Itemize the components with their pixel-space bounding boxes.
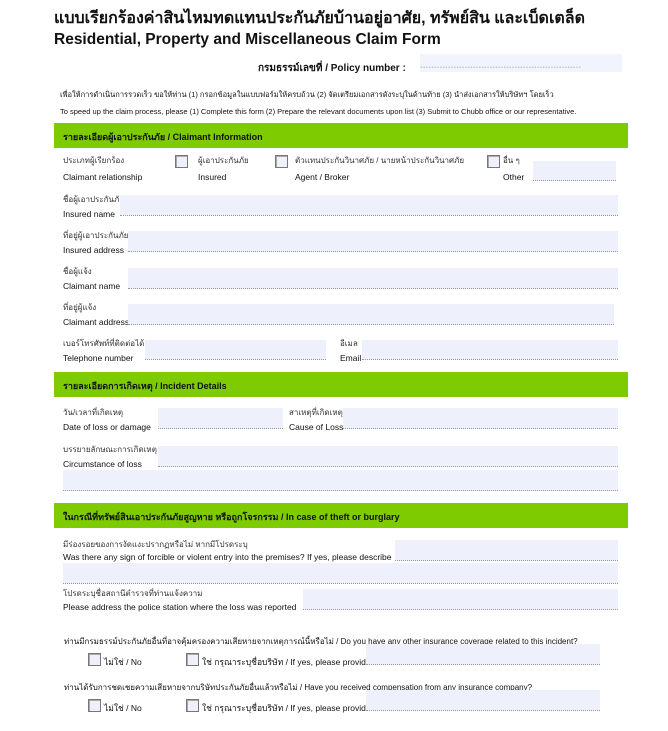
compensation-no-checkbox[interactable] — [88, 699, 101, 712]
email-label: Email — [340, 353, 362, 363]
date-of-loss-field[interactable] — [158, 408, 283, 429]
section-header-theft: ในกรณีที่ทรัพย์สินเอาประกันภัยสูญหาย หรื… — [54, 503, 628, 528]
entry-field[interactable] — [395, 540, 618, 561]
claimant-address-label: Claimant address — [63, 317, 130, 327]
option-other: Other — [503, 172, 525, 182]
police-label: Please address the police station where … — [63, 602, 297, 612]
email-label-th: อีเมล — [340, 339, 358, 348]
circumstance-label-th: บรรยายลักษณะการเกิดเหตุ — [63, 445, 157, 454]
other-insurance-company-field[interactable] — [366, 644, 600, 665]
email-field[interactable] — [362, 340, 618, 360]
relationship-label: Claimant relationship — [63, 172, 143, 182]
other-insurance-yes-checkbox[interactable] — [186, 653, 199, 666]
insured-name-label-th: ชื่อผู้เอาประกันภัย — [63, 195, 124, 204]
other-insurance-no-label: ไม่ใช่ / No — [104, 657, 142, 667]
compensation-question: ท่านได้รับการชดเชยความเสียหายจากบริษัทปร… — [64, 683, 533, 692]
other-insurance-yes-label: ใช่ กรุณาระบุชื่อบริษัท / If yes, please… — [202, 657, 371, 667]
entry-field-2[interactable] — [63, 563, 618, 584]
checkbox-other[interactable] — [487, 155, 500, 168]
circumstance-field-2[interactable] — [63, 470, 618, 491]
insured-address-label-th: ที่อยู่ผู้เอาประกันภัย — [63, 231, 129, 240]
entry-label: Was there any sign of forcible or violen… — [63, 552, 392, 562]
relationship-label-th: ประเภทผู้เรียกร้อง — [63, 156, 125, 165]
other-field[interactable] — [533, 161, 616, 181]
date-label-th: วัน/เวลาที่เกิดเหตุ — [63, 408, 124, 417]
policy-number-field[interactable] — [420, 54, 622, 72]
circumstance-field[interactable] — [158, 446, 618, 467]
insured-address-field[interactable] — [128, 231, 618, 252]
compensation-no-label: ไม่ใช่ / No — [104, 703, 142, 713]
date-label: Date of loss or damage — [63, 422, 151, 432]
cause-label: Cause of Loss — [289, 422, 344, 432]
police-label-th: โปรดระบุชื่อสถานีตำรวจที่ท่านแจ้งความ — [63, 589, 203, 598]
other-insurance-no-checkbox[interactable] — [88, 653, 101, 666]
title-thai: แบบเรียกร้องค่าสินไหมทดแทนประกันภัยบ้านอ… — [54, 10, 585, 27]
option-insured-th: ผู้เอาประกันภัย — [198, 156, 249, 165]
checkbox-agent-broker[interactable] — [275, 155, 288, 168]
other-insurance-question: ท่านมีกรมธรรม์ประกันภัยอื่นที่อาจคุ้มครอ… — [64, 637, 578, 646]
section-header-incident: รายละเอียดการเกิดเหตุ / Incident Details — [54, 372, 628, 397]
claimant-name-field[interactable] — [128, 268, 618, 289]
compensation-company-field[interactable] — [366, 690, 600, 711]
insured-address-label: Insured address — [63, 245, 124, 255]
entry-label-th: มีร่องรอยของการงัดแงะปรากฏหรือไม่ หากมีโ… — [63, 540, 248, 549]
policy-number-label: กรมธรรม์เลขที่ / Policy number : — [258, 63, 406, 74]
cause-of-loss-field[interactable] — [343, 408, 618, 429]
cause-label-th: สาเหตุที่เกิดเหตุ — [289, 408, 343, 417]
telephone-label-th: เบอร์โทรศัพท์ที่ติดต่อได้ — [63, 339, 145, 348]
title-english: Residential, Property and Miscellaneous … — [54, 31, 441, 48]
compensation-yes-label: ใช่ กรุณาระบุชื่อบริษัท / If yes, please… — [202, 703, 371, 713]
option-other-th: อื่น ๆ — [503, 156, 520, 165]
claimant-name-label: Claimant name — [63, 281, 121, 291]
telephone-label: Telephone number — [63, 353, 134, 363]
option-agent: Agent / Broker — [295, 172, 350, 182]
checkbox-insured[interactable] — [175, 155, 188, 168]
insured-name-label: Insured name — [63, 209, 115, 219]
claimant-name-label-th: ชื่อผู้แจ้ง — [63, 267, 92, 276]
option-insured: Insured — [198, 172, 227, 182]
insured-name-field[interactable] — [120, 195, 618, 216]
compensation-yes-checkbox[interactable] — [186, 699, 199, 712]
section-header-claimant: รายละเอียดผู้เอาประกันภัย / Claimant Inf… — [54, 123, 628, 148]
intro-thai: เพื่อให้การดำเนินการรวดเร็ว ขอให้ท่าน (1… — [60, 90, 554, 99]
intro-english: To speed up the claim process, please (1… — [60, 107, 577, 116]
claimant-address-label-th: ที่อยู่ผู้แจ้ง — [63, 303, 97, 312]
option-agent-th: ตัวแทนประกันวินาศภัย / นายหน้าประกันวินา… — [295, 156, 465, 165]
police-station-field[interactable] — [303, 589, 618, 610]
claimant-address-field[interactable] — [128, 304, 614, 325]
telephone-field[interactable] — [145, 340, 326, 360]
circumstance-label: Circumstance of loss — [63, 459, 142, 469]
